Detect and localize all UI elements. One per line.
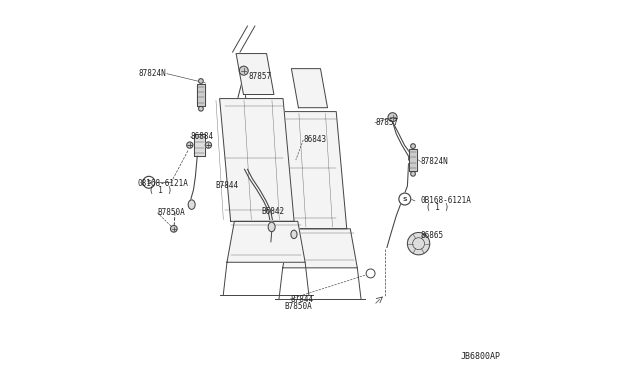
Text: ( 1 ): ( 1 ) <box>149 186 172 195</box>
Circle shape <box>408 232 429 255</box>
Polygon shape <box>227 221 305 262</box>
Text: 87824N: 87824N <box>139 69 167 78</box>
Circle shape <box>411 144 415 148</box>
Text: B7850A: B7850A <box>284 302 312 311</box>
Text: S: S <box>403 196 407 202</box>
Text: 08168-6121A: 08168-6121A <box>138 179 189 187</box>
Text: B7850A: B7850A <box>157 208 185 217</box>
Polygon shape <box>291 69 328 108</box>
Ellipse shape <box>291 230 297 238</box>
Circle shape <box>399 193 411 205</box>
Circle shape <box>170 225 177 232</box>
Polygon shape <box>283 229 357 268</box>
Polygon shape <box>197 84 205 106</box>
Circle shape <box>205 142 212 148</box>
Ellipse shape <box>188 200 195 209</box>
Text: 0B168-6121A: 0B168-6121A <box>420 196 471 205</box>
Text: 86865: 86865 <box>420 231 444 240</box>
Circle shape <box>187 142 193 148</box>
Text: 87844: 87844 <box>291 295 314 304</box>
Circle shape <box>239 66 248 75</box>
Text: 86843: 86843 <box>303 135 326 144</box>
Circle shape <box>198 78 204 83</box>
Text: 87857: 87857 <box>248 72 272 81</box>
Text: 86884: 86884 <box>191 132 214 141</box>
Circle shape <box>411 171 415 176</box>
Text: JB6800AP: JB6800AP <box>460 352 500 361</box>
Circle shape <box>143 176 155 188</box>
Text: B7844: B7844 <box>215 181 238 190</box>
Text: B6842: B6842 <box>261 207 284 216</box>
Polygon shape <box>410 149 417 171</box>
Text: 87824N: 87824N <box>420 157 448 166</box>
Text: 87857: 87857 <box>375 118 398 127</box>
Polygon shape <box>276 112 347 229</box>
Polygon shape <box>220 99 294 221</box>
Text: ( 1 ): ( 1 ) <box>426 203 449 212</box>
Circle shape <box>366 269 375 278</box>
Polygon shape <box>193 134 205 156</box>
Circle shape <box>388 113 397 122</box>
Text: S: S <box>147 180 151 185</box>
Polygon shape <box>236 54 274 94</box>
Ellipse shape <box>268 222 275 232</box>
Circle shape <box>198 106 204 111</box>
